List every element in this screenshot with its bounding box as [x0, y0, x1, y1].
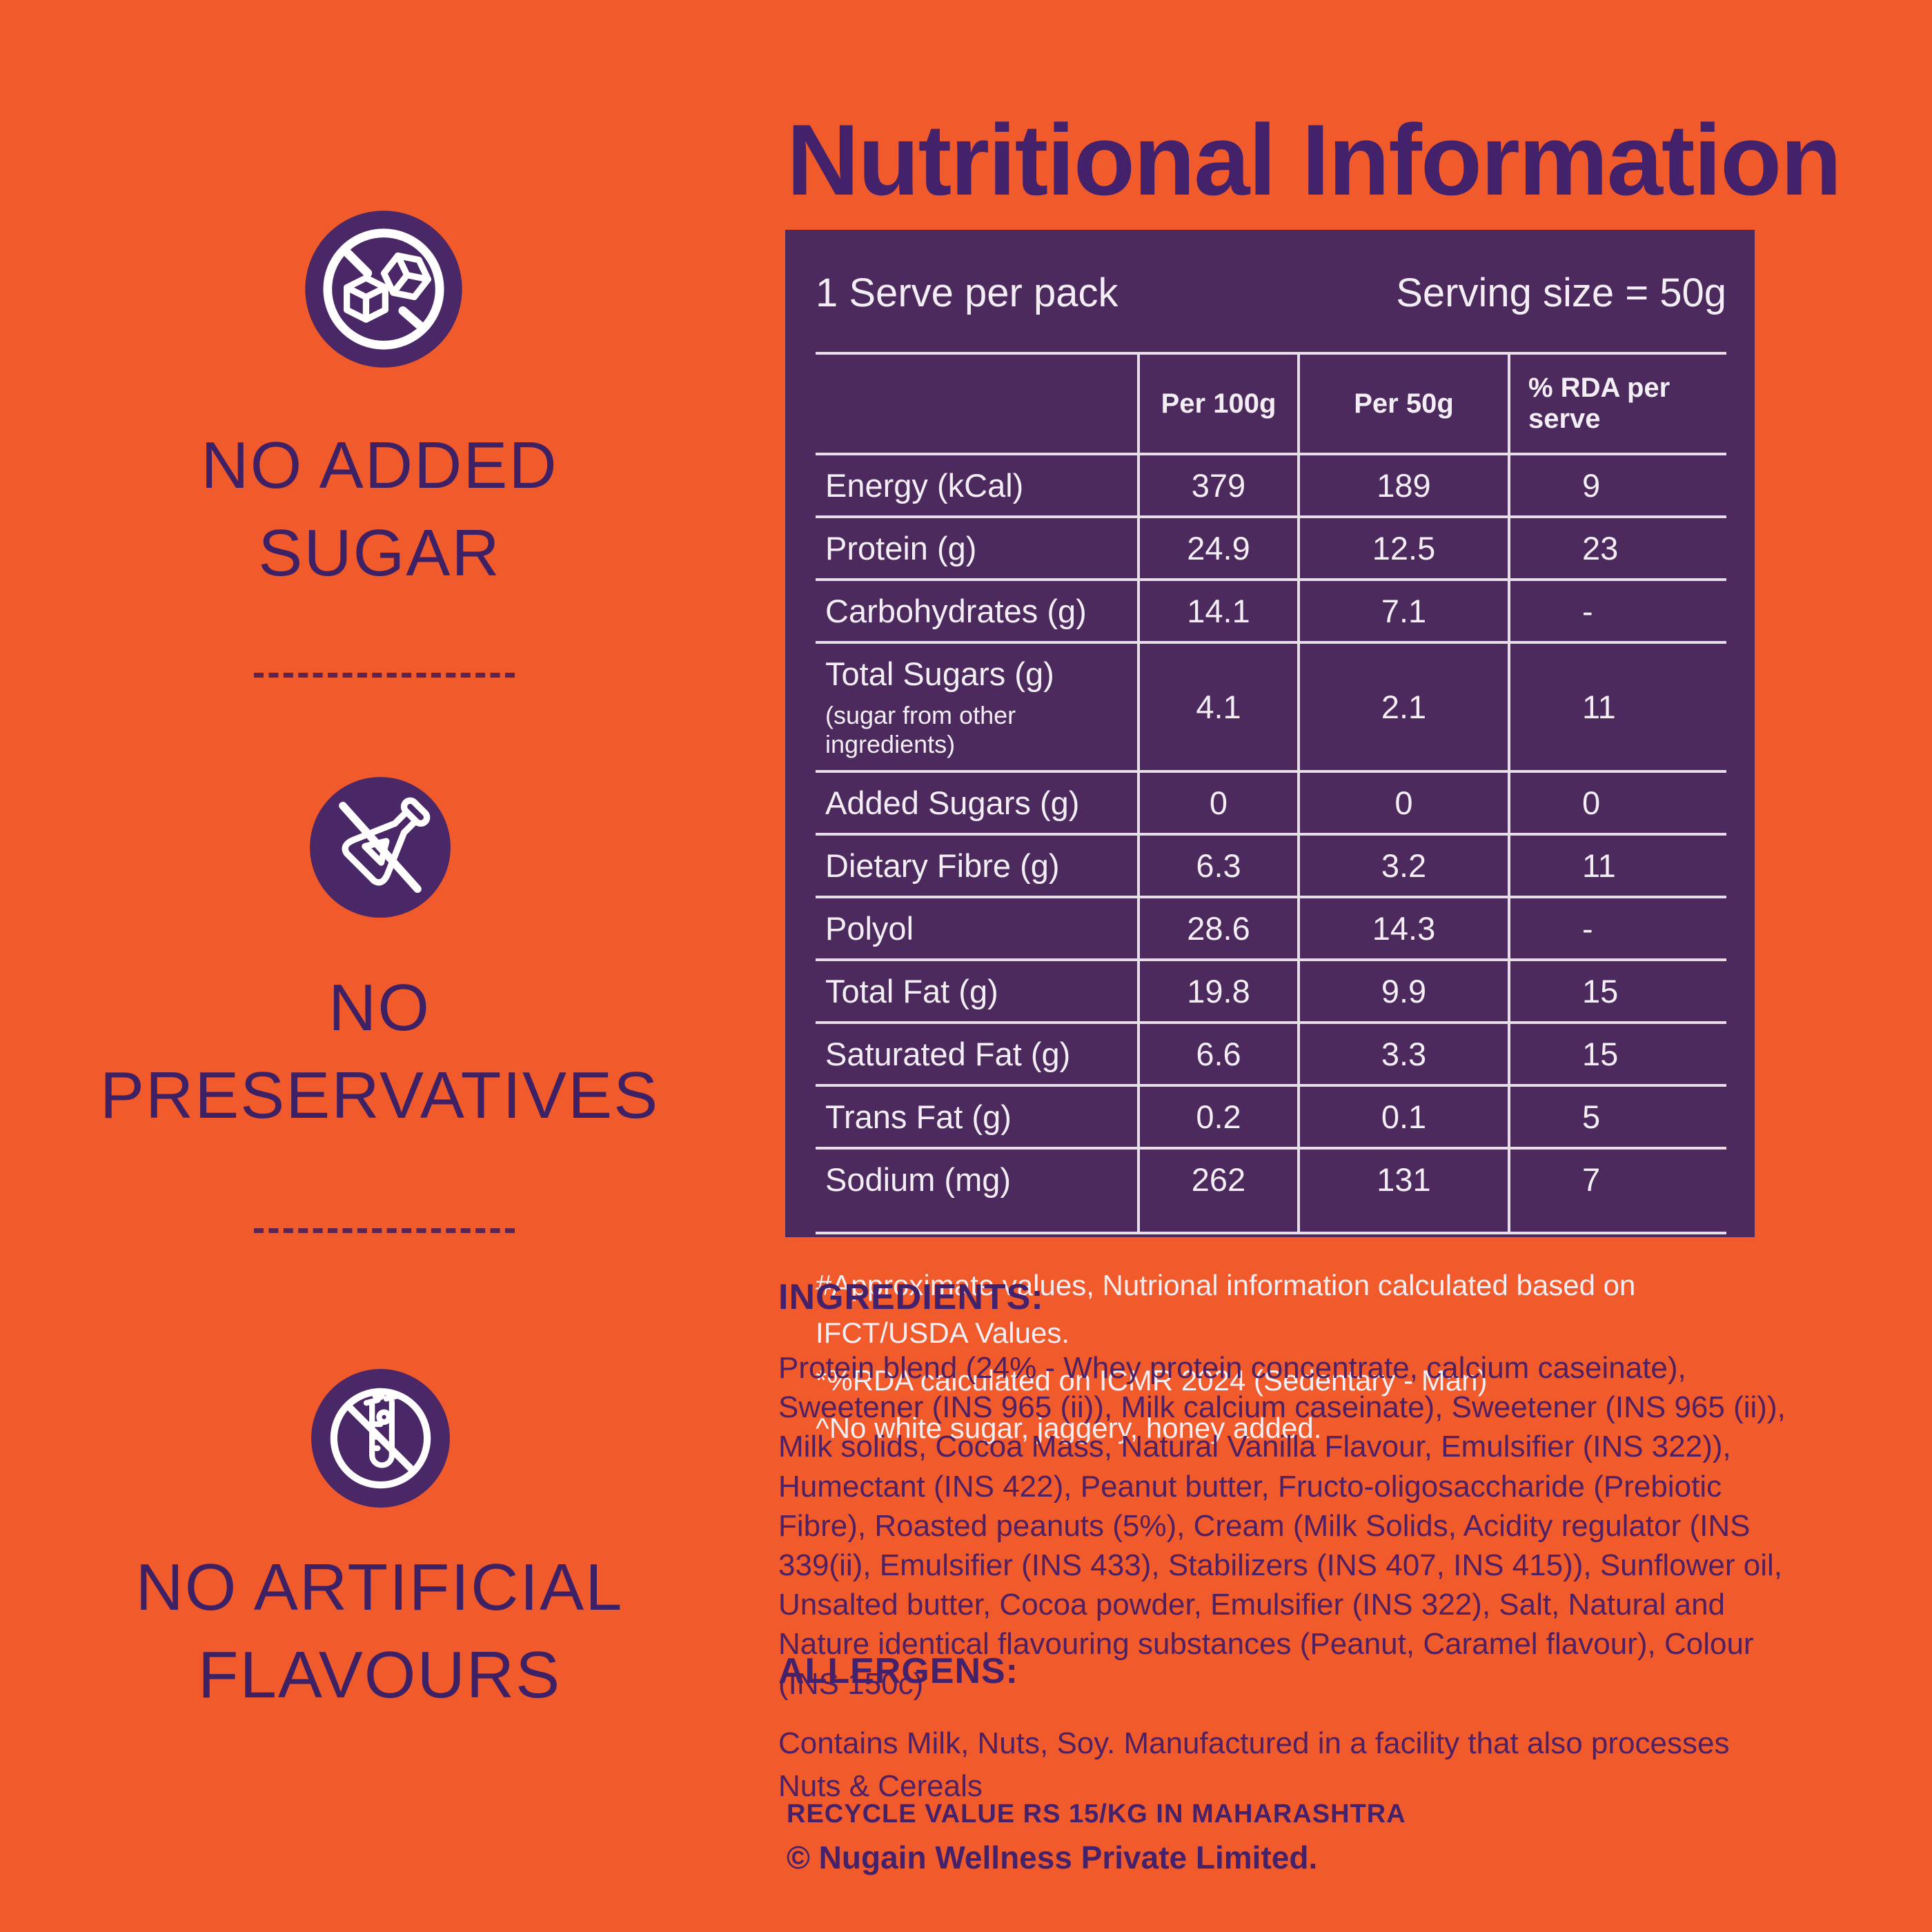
serves-per-pack: 1 Serve per pack — [816, 270, 1118, 315]
no-flask-icon — [308, 776, 452, 919]
nutrient-label: Total Sugars (g) (sugar from other ingred… — [816, 641, 1138, 771]
value-per-100g: 0.2 — [1137, 1084, 1299, 1148]
value-per-100g: 6.3 — [1137, 833, 1299, 897]
value-per-100g: 4.1 — [1137, 641, 1299, 771]
nutrition-row: Saturated Fat (g) 6.6 3.3 15 — [816, 1021, 1726, 1085]
badge-line: NO ARTIFICIAL — [135, 1550, 624, 1624]
footer: RECYCLE VALUE RS 15/KG IN MAHARASHTRA © … — [787, 1800, 1406, 1876]
footnotes: #Approximate values, Nutrional informati… — [816, 1262, 1726, 1452]
allergens-heading: ALLERGENS: — [778, 1651, 1018, 1691]
value-rda-per-serve: 7 — [1508, 1147, 1726, 1234]
footnote-line: #Approximate values, Nutrional informati… — [816, 1269, 1636, 1349]
column-header-per-100g: Per 100g — [1137, 352, 1299, 454]
nutrition-row: Sodium (mg) 262 131 7 — [816, 1147, 1726, 1234]
nutrition-row: Added Sugars (g) 0 0 0 — [816, 770, 1726, 834]
value-per-50g: 2.1 — [1297, 641, 1509, 771]
nutrient-label: Energy (kCal) — [816, 453, 1138, 517]
badge-label-no-added-sugar: NO ADDED SUGAR — [62, 422, 697, 597]
page-title: Nutritional Information — [787, 103, 1842, 216]
value-per-50g: 9.9 — [1297, 958, 1509, 1023]
ingredients-text: Protein blend (24% - Whey protein concen… — [778, 1351, 1786, 1701]
value-rda-per-serve: 15 — [1508, 1021, 1726, 1085]
badge-label-no-preservatives: NO PRESERVATIVES — [62, 965, 697, 1139]
no-sugar-cubes-icon — [304, 209, 464, 369]
nutrition-row: Total Fat (g) 19.8 9.9 15 — [816, 958, 1726, 1023]
dashed-divider — [254, 673, 515, 678]
value-rda-per-serve: - — [1508, 896, 1726, 960]
nutrition-row: Polyol 28.6 14.3- — [816, 896, 1726, 960]
nutrient-label: Saturated Fat (g) — [816, 1021, 1138, 1085]
nutrition-panel: 1 Serve per pack Serving size = 50g Per … — [785, 230, 1755, 1444]
nutrition-table: Per 100g Per 50g % RDA per serve Energy … — [816, 352, 1726, 1234]
nutrient-sublabel: (sugar from other ingredients) — [825, 701, 1016, 758]
column-header-blank — [816, 352, 1138, 454]
value-per-50g: 3.3 — [1297, 1021, 1509, 1085]
column-header-row: Per 100g Per 50g % RDA per serve — [816, 352, 1726, 454]
nutrition-row: Dietary Fibre (g) 6.3 3.2 11 — [816, 833, 1726, 897]
value-per-50g: 7.1 — [1297, 578, 1509, 642]
badge-line: NO — [328, 971, 431, 1045]
nutrition-row: Carbohydrates (g) 14.1 7.1- — [816, 578, 1726, 642]
value-per-100g: 379 — [1137, 453, 1299, 517]
nutrient-label: Trans Fat (g) — [816, 1084, 1138, 1148]
nutrition-row: Protein (g) 24.9 12.5 23 — [816, 515, 1726, 580]
nutrient-label: Protein (g) — [816, 515, 1138, 580]
nutrition-table-body: Energy (kCal) 379 189 9 Protein (g) 24.9 12.5 2… — [816, 453, 1726, 1234]
dashed-divider — [254, 1228, 515, 1233]
value-per-100g: 19.8 — [1137, 958, 1299, 1023]
value-per-50g: 0 — [1297, 770, 1509, 834]
value-per-50g: 189 — [1297, 453, 1509, 517]
value-per-50g: 14.3 — [1297, 896, 1509, 960]
value-per-100g: 14.1 — [1137, 578, 1299, 642]
badge-label-no-artificial-flavours: NO ARTIFICIAL FLAVOURS — [62, 1544, 697, 1719]
badge-line: NO ADDED — [201, 428, 558, 502]
value-rda-per-serve: - — [1508, 578, 1726, 642]
recycle-note: RECYCLE VALUE RS 15/KG IN MAHARASHTRA — [787, 1800, 1406, 1828]
value-per-50g: 0.1 — [1297, 1084, 1509, 1148]
footnote-line: *%RDA calculated on ICMR 2024 (Sedentary… — [816, 1363, 1488, 1397]
footnote-line: ^No white sugar, jaggery, honey added. — [816, 1411, 1322, 1444]
copyright-note: © Nugain Wellness Private Limited. — [787, 1840, 1318, 1875]
column-header-per-50g: Per 50g — [1297, 352, 1509, 454]
column-header-rda: % RDA per serve — [1508, 352, 1726, 454]
no-test-tube-icon — [310, 1368, 451, 1509]
allergens-text: Contains Milk, Nuts, Soy. Manufactured i… — [778, 1726, 1730, 1804]
value-per-100g: 262 — [1137, 1147, 1299, 1234]
nutrition-row: Energy (kCal) 379 189 9 — [816, 453, 1726, 517]
badge-line: PRESERVATIVES — [99, 1058, 660, 1132]
value-per-50g: 131 — [1297, 1147, 1509, 1234]
nutrient-label: Dietary Fibre (g) — [816, 833, 1138, 897]
serving-header: 1 Serve per pack Serving size = 50g — [816, 270, 1726, 316]
ingredients-section: INGREDIENTS: Protein blend (24% - Whey p… — [778, 1276, 1786, 1704]
value-per-100g: 24.9 — [1137, 515, 1299, 580]
nutrient-label: Total Fat (g) — [816, 958, 1138, 1023]
value-rda-per-serve: 5 — [1508, 1084, 1726, 1148]
nutrient-label: Carbohydrates (g) — [816, 578, 1138, 642]
value-per-100g: 0 — [1137, 770, 1299, 834]
value-per-50g: 12.5 — [1297, 515, 1509, 580]
nutrition-row: Trans Fat (g) 0.2 0.1 5 — [816, 1084, 1726, 1148]
value-per-100g: 6.6 — [1137, 1021, 1299, 1085]
value-per-100g: 28.6 — [1137, 896, 1299, 960]
nutrient-label: Added Sugars (g) — [816, 770, 1138, 834]
nutrition-row: Total Sugars (g) (sugar from other ingred… — [816, 641, 1726, 771]
nutrient-label: Polyol — [816, 896, 1138, 960]
value-rda-per-serve: 23 — [1508, 515, 1726, 580]
badge-line: SUGAR — [258, 515, 501, 590]
nutrient-label: Sodium (mg) — [816, 1147, 1138, 1234]
value-rda-per-serve: 9 — [1508, 453, 1726, 517]
value-rda-per-serve: 0 — [1508, 770, 1726, 834]
value-per-50g: 3.2 — [1297, 833, 1509, 897]
ingredients-heading: INGREDIENTS: — [778, 1277, 1044, 1317]
allergens-section: ALLERGENS: Contains Milk, Nuts, Soy. Man… — [778, 1650, 1786, 1808]
value-rda-per-serve: 15 — [1508, 958, 1726, 1023]
value-rda-per-serve: 11 — [1508, 833, 1726, 897]
value-rda-per-serve: 11 — [1508, 641, 1726, 771]
badge-line: FLAVOURS — [197, 1637, 562, 1712]
serving-size: Serving size = 50g — [1396, 270, 1726, 315]
